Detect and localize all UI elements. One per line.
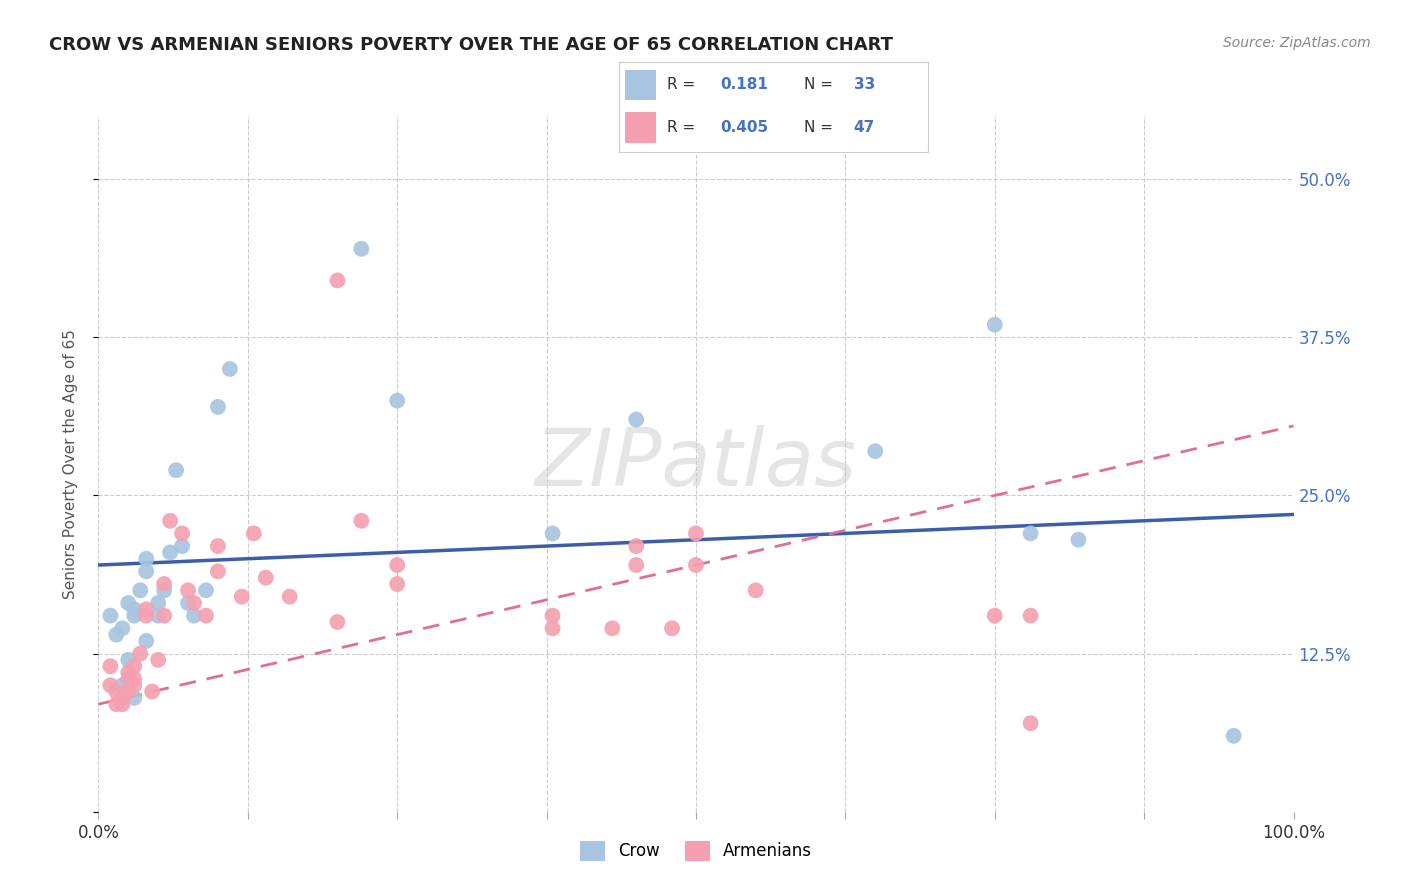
Text: 0.181: 0.181 [721, 78, 769, 92]
Text: N =: N = [804, 120, 834, 135]
Point [117, 653, 139, 667]
Point [117, 684, 139, 698]
Point [984, 608, 1007, 623]
Point [685, 558, 707, 572]
Point [626, 558, 648, 572]
Point [98, 608, 122, 623]
Point [117, 596, 139, 610]
Point [148, 608, 170, 623]
Point [177, 583, 200, 598]
Y-axis label: Seniors Poverty Over the Age of 65: Seniors Poverty Over the Age of 65 [63, 329, 77, 599]
Point [183, 596, 205, 610]
Point [602, 621, 624, 635]
Point [135, 602, 157, 616]
Point [626, 412, 648, 426]
FancyBboxPatch shape [624, 112, 655, 143]
Point [124, 672, 146, 686]
Point [177, 596, 200, 610]
Point [172, 526, 194, 541]
Point [1019, 526, 1042, 541]
Point [159, 545, 181, 559]
Point [153, 577, 176, 591]
Point [243, 526, 266, 541]
Point [207, 539, 229, 553]
Point [1067, 533, 1090, 547]
Point [135, 551, 157, 566]
Point [1222, 729, 1246, 743]
Point [129, 583, 152, 598]
Point [172, 539, 194, 553]
Point [541, 526, 564, 541]
Point [124, 608, 146, 623]
Point [984, 318, 1007, 332]
Text: CROW VS ARMENIAN SENIORS POVERTY OVER THE AGE OF 65 CORRELATION CHART: CROW VS ARMENIAN SENIORS POVERTY OVER TH… [49, 36, 893, 54]
Point [124, 678, 146, 692]
Legend: Crow, Armenians: Crow, Armenians [571, 832, 821, 870]
Point [165, 463, 187, 477]
Text: R =: R = [666, 120, 695, 135]
Point [661, 621, 683, 635]
Text: ZIPatlas: ZIPatlas [534, 425, 858, 503]
Point [153, 583, 176, 598]
Text: 47: 47 [853, 120, 875, 135]
Point [350, 514, 373, 528]
Point [135, 634, 157, 648]
Point [117, 672, 139, 686]
Text: 0.405: 0.405 [721, 120, 769, 135]
Point [124, 602, 146, 616]
Point [111, 697, 134, 711]
Point [1019, 716, 1042, 731]
Point [1019, 608, 1042, 623]
Point [159, 514, 181, 528]
Point [207, 400, 229, 414]
Point [124, 690, 146, 705]
Point [219, 362, 242, 376]
Text: 33: 33 [853, 78, 875, 92]
Point [111, 678, 134, 692]
Point [194, 583, 218, 598]
Point [153, 608, 176, 623]
Point [183, 608, 205, 623]
Point [129, 647, 152, 661]
Point [278, 590, 301, 604]
Point [194, 608, 218, 623]
Point [541, 621, 564, 635]
Point [385, 393, 409, 408]
Point [685, 526, 707, 541]
Point [135, 565, 157, 579]
Point [326, 615, 349, 629]
Point [385, 577, 409, 591]
Point [105, 627, 128, 641]
Point [111, 621, 134, 635]
Point [117, 665, 139, 680]
Point [135, 608, 157, 623]
Point [148, 653, 170, 667]
Point [541, 608, 564, 623]
Point [98, 678, 122, 692]
Point [105, 684, 128, 698]
FancyBboxPatch shape [624, 70, 655, 100]
Point [105, 697, 128, 711]
Point [111, 690, 134, 705]
Point [148, 596, 170, 610]
Point [231, 590, 253, 604]
Text: Source: ZipAtlas.com: Source: ZipAtlas.com [1223, 36, 1371, 50]
Text: N =: N = [804, 78, 834, 92]
Point [124, 659, 146, 673]
Point [254, 571, 277, 585]
Point [350, 242, 373, 256]
Point [326, 273, 349, 287]
Point [385, 558, 409, 572]
Text: R =: R = [666, 78, 695, 92]
Point [141, 684, 163, 698]
Point [207, 565, 229, 579]
Point [863, 444, 887, 458]
Point [98, 659, 122, 673]
Point [626, 539, 648, 553]
Point [745, 583, 768, 598]
